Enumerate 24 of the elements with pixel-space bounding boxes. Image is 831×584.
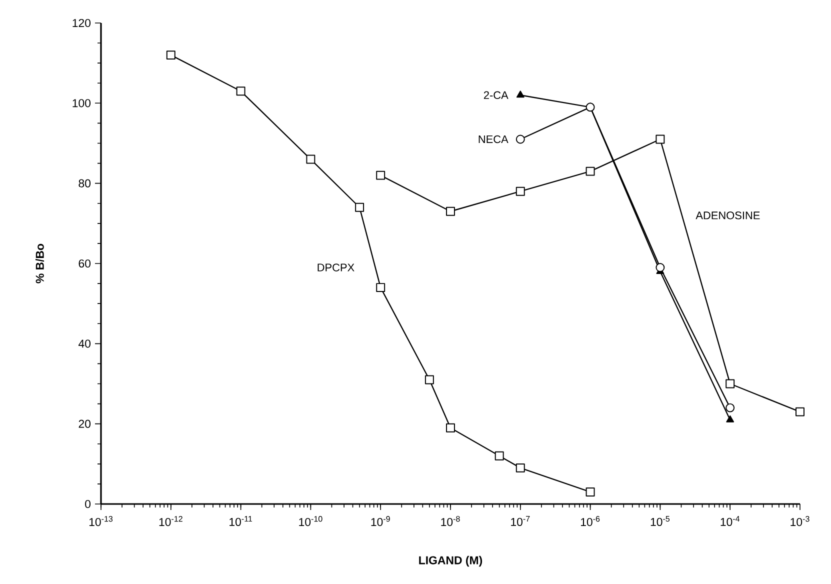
y-axis-title: % B/Bo <box>35 244 44 284</box>
series-label: NECA <box>478 135 508 144</box>
x-tick-label: 10$^{-10}$ <box>299 516 322 526</box>
series-label: ADENOSINE <box>696 212 760 220</box>
series-label: 2-CA <box>484 91 508 100</box>
y-tick-label: 40 <box>78 340 91 348</box>
x-axis-title: LIGAND (M) <box>419 556 482 567</box>
x-tick-label: 10$^{-4}$ <box>720 516 740 526</box>
x-tick-label: 10$^{-12}$ <box>159 516 182 526</box>
y-tick-label: 100 <box>72 99 91 108</box>
x-tick-label: 10$^{-9}$ <box>371 516 390 526</box>
x-tick-label: 10$^{-6}$ <box>580 516 600 526</box>
x-tick-label: 10$^{-8}$ <box>441 516 460 526</box>
y-tick-label: 80 <box>78 179 91 188</box>
y-tick-label: 120 <box>72 18 91 28</box>
y-tick-label: 60 <box>78 259 91 268</box>
x-tick-label: 10$^{-13}$ <box>89 516 113 526</box>
y-tick-label: 0 <box>85 500 91 508</box>
x-tick-label: 10$^{-5}$ <box>650 516 670 526</box>
x-tick-label: 10$^{-7}$ <box>511 516 530 526</box>
series-label: DPCPX <box>318 264 354 272</box>
y-tick-label: 20 <box>78 420 91 428</box>
x-tick-label: 10$^{-11}$ <box>230 516 252 526</box>
x-tick-label: 10$^{-3}$ <box>790 516 810 526</box>
